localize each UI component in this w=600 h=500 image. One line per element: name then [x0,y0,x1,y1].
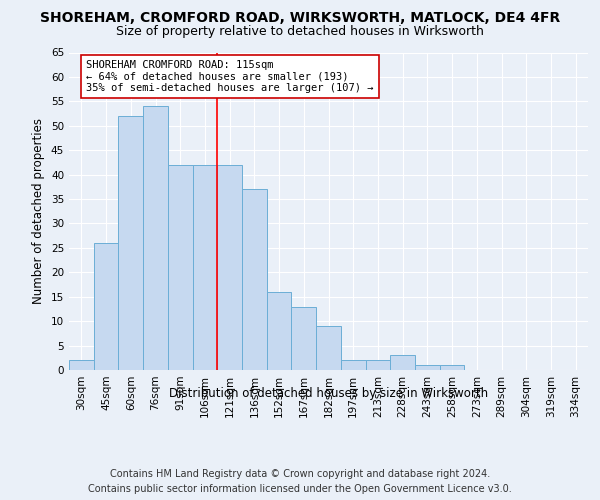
Text: SHOREHAM CROMFORD ROAD: 115sqm
← 64% of detached houses are smaller (193)
35% of: SHOREHAM CROMFORD ROAD: 115sqm ← 64% of … [86,60,374,93]
Bar [415,365,440,370]
Bar [118,116,143,370]
Bar [292,306,316,370]
Bar [267,292,292,370]
Bar [143,106,168,370]
Text: Contains HM Land Registry data © Crown copyright and database right 2024.: Contains HM Land Registry data © Crown c… [110,469,490,479]
Bar [365,360,390,370]
Bar [217,165,242,370]
Bar [316,326,341,370]
Bar [94,243,118,370]
Bar [341,360,365,370]
Text: Distribution of detached houses by size in Wirksworth: Distribution of detached houses by size … [169,388,488,400]
Y-axis label: Number of detached properties: Number of detached properties [32,118,46,304]
Bar [390,356,415,370]
Text: SHOREHAM, CROMFORD ROAD, WIRKSWORTH, MATLOCK, DE4 4FR: SHOREHAM, CROMFORD ROAD, WIRKSWORTH, MAT… [40,11,560,25]
Bar [69,360,94,370]
Bar [168,165,193,370]
Bar [440,365,464,370]
Text: Contains public sector information licensed under the Open Government Licence v3: Contains public sector information licen… [88,484,512,494]
Text: Size of property relative to detached houses in Wirksworth: Size of property relative to detached ho… [116,25,484,38]
Bar [242,190,267,370]
Bar [193,165,217,370]
